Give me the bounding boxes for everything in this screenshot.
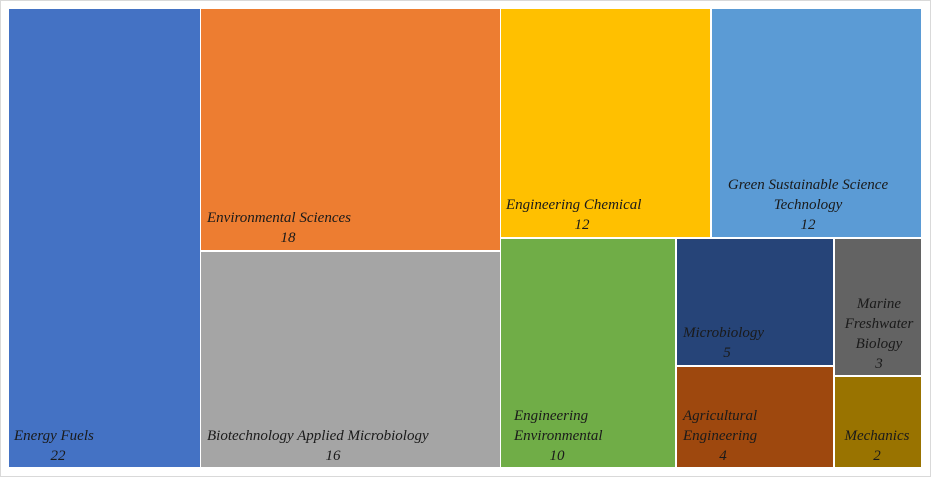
tile-name-label: Environmental Sciences xyxy=(206,210,351,226)
tile-value-label: 2 xyxy=(873,448,881,464)
tile-rect-marine-freshwater-biology xyxy=(835,239,921,375)
tile-name-label: Marine xyxy=(856,296,902,312)
tile-rect-environmental-sciences xyxy=(201,9,500,250)
tile-name-label: Energy Fuels xyxy=(13,428,94,444)
tile-energy-fuels: Energy Fuels 22 xyxy=(9,9,200,467)
tile-engineering-environmental: Engineering Environmental 10 xyxy=(501,239,675,467)
tile-mechanics: Mechanics 2 xyxy=(835,377,921,467)
tile-name-label: Technology xyxy=(774,197,843,213)
tile-microbiology: Microbiology 5 xyxy=(677,239,833,365)
tile-green-sustainable-science-technology: Green Sustainable Science Technology 12 xyxy=(712,9,921,237)
tile-marine-freshwater-biology: Marine Freshwater Biology 3 xyxy=(835,239,921,375)
tile-value-label: 22 xyxy=(51,448,67,464)
tile-name-label: Engineering xyxy=(513,408,589,424)
tile-value-label: 4 xyxy=(719,448,727,464)
tile-name-label: Green Sustainable Science xyxy=(728,177,889,193)
tile-value-label: 18 xyxy=(281,230,297,246)
tile-name-label: Environmental xyxy=(513,428,603,444)
tile-value-label: 16 xyxy=(326,448,342,464)
tile-name-label: Microbiology xyxy=(682,325,764,341)
tile-name-label: Mechanics xyxy=(844,428,910,444)
tile-name-label: Biotechnology Applied Microbiology xyxy=(207,428,429,444)
tile-name-label: Biology xyxy=(856,336,903,352)
tile-rect-microbiology xyxy=(677,239,833,365)
tile-rect-agricultural-engineering xyxy=(677,367,833,467)
tile-name-label: Engineering xyxy=(682,428,758,444)
tile-biotechnology-applied-microbiology: Biotechnology Applied Microbiology 16 xyxy=(201,252,500,467)
tile-rect-green-sustainable-science-technology xyxy=(712,9,921,237)
tile-rect-engineering-environmental xyxy=(501,239,675,467)
tile-value-label: 10 xyxy=(550,448,566,464)
tile-rect-biotechnology-applied-microbiology xyxy=(201,252,500,467)
tile-value-label: 12 xyxy=(801,217,817,233)
tile-value-label: 12 xyxy=(575,217,591,233)
tile-agricultural-engineering: Agricultural Engineering 4 xyxy=(677,367,833,467)
tile-engineering-chemical: Engineering Chemical 12 xyxy=(501,9,710,237)
tile-name-label: Engineering Chemical xyxy=(505,197,641,213)
tile-name-label: Agricultural xyxy=(682,408,757,424)
tile-name-label: Freshwater xyxy=(844,316,914,332)
tile-rect-mechanics xyxy=(835,377,921,467)
tile-environmental-sciences: Environmental Sciences 18 xyxy=(201,9,500,250)
tile-value-label: 3 xyxy=(874,356,883,372)
tile-value-label: 5 xyxy=(723,345,731,361)
tile-rect-engineering-chemical xyxy=(501,9,710,237)
tile-rect-energy-fuels xyxy=(9,9,200,467)
